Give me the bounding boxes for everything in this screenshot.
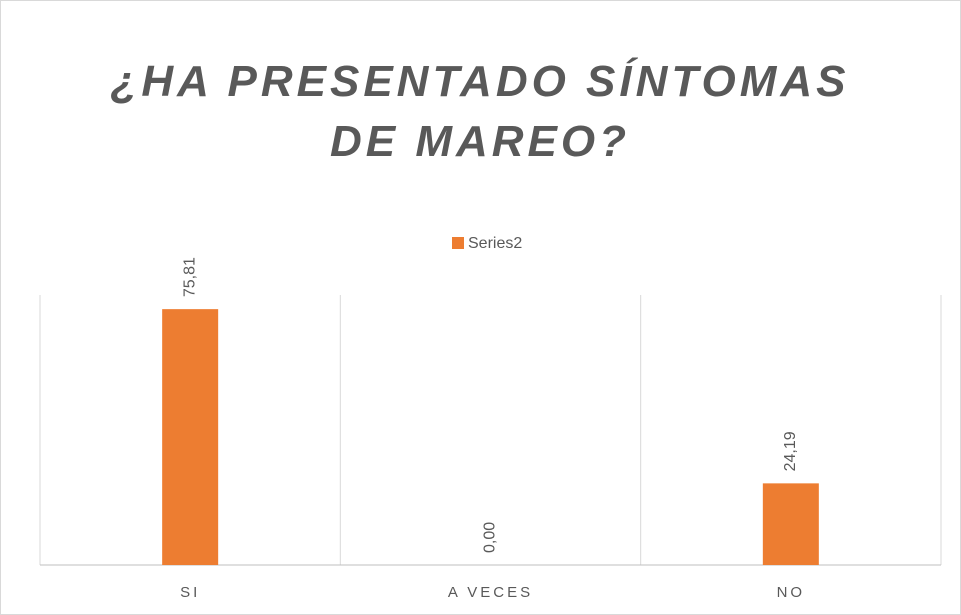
chart-title: ¿HA PRESENTADO SÍNTOMAS DE MAREO? — [110, 57, 850, 166]
x-tick-label: NO — [777, 584, 806, 601]
data-label: 75,81 — [181, 257, 198, 297]
bar — [162, 309, 219, 565]
data-label: 0,00 — [482, 522, 499, 553]
x-tick-label: A VECES — [448, 584, 533, 601]
legend-label: Series2 — [468, 235, 522, 252]
bar — [762, 483, 819, 565]
data-label: 24,19 — [782, 431, 799, 471]
x-tick-label: SI — [180, 584, 200, 601]
legend-swatch — [452, 237, 464, 249]
